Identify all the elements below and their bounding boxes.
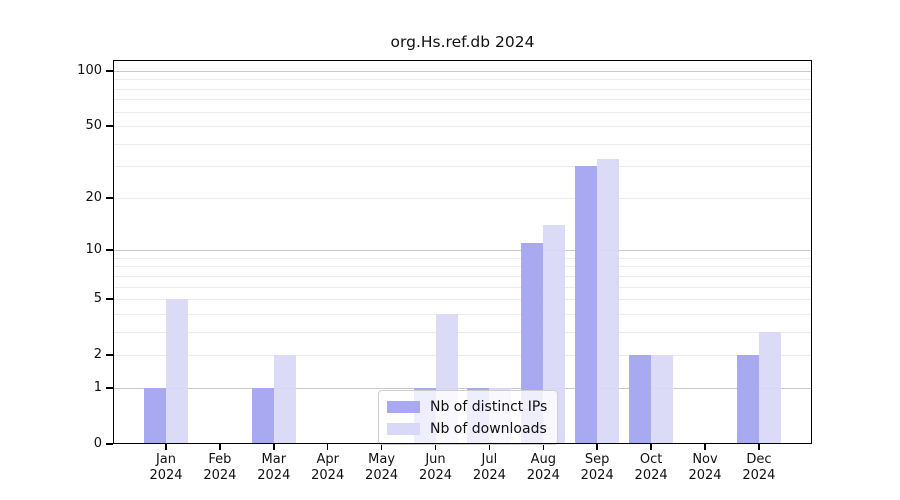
x-tick-label-month: Jul (481, 452, 498, 467)
gridline-minor (113, 313, 812, 315)
x-tick-label-month: Oct (639, 452, 663, 467)
x-tick-mark (273, 444, 275, 450)
legend-label: Nb of downloads (430, 420, 547, 437)
bar-ips-mar (251, 388, 274, 444)
y-tick-label: 100 (77, 63, 102, 78)
x-tick-label-month: Nov (692, 452, 718, 467)
legend-swatch-ips (387, 400, 420, 413)
x-tick-mark (758, 444, 760, 450)
gridline-minor (113, 111, 812, 113)
x-tick-label-month: May (368, 452, 396, 467)
gridline-minor (113, 257, 812, 259)
y-tick-label: 5 (93, 291, 102, 307)
x-tick-label-year: 2024 (580, 468, 614, 483)
x-tick-label-year: 2024 (311, 468, 345, 483)
y-tick-mark (106, 387, 113, 389)
gridline-minor (113, 126, 812, 128)
gridline-minor (113, 266, 812, 268)
x-tick-label-year: 2024 (688, 468, 722, 483)
x-tick-label-year: 2024 (418, 468, 453, 483)
y-tick-label: 0 (93, 436, 102, 451)
x-tick-label-month: Jun (425, 452, 446, 467)
gridline-minor (113, 197, 812, 199)
x-tick-label-year: 2024 (365, 468, 399, 483)
x-tick-label-year: 2024 (203, 468, 237, 483)
gridline-minor (113, 143, 812, 145)
x-tick-label-month: Jan (155, 452, 177, 467)
bar-downloads-jan (166, 299, 188, 444)
bar-downloads-aug (543, 225, 566, 444)
x-tick-mark (650, 444, 652, 450)
x-tick-label-year: 2024 (257, 468, 291, 483)
legend-entry-downloads: Nb of downloads (387, 419, 547, 438)
gridline-minor (113, 355, 812, 357)
y-tick-label: 10 (85, 242, 102, 258)
gridline-minor (113, 286, 812, 288)
gridline-minor (113, 88, 812, 90)
gridline-major (113, 71, 812, 72)
x-tick-label-year: 2024 (634, 468, 668, 483)
bar-ips-sep (575, 166, 598, 444)
gridline-minor (113, 275, 812, 277)
y-tick-mark (106, 443, 113, 445)
x-tick-label-month: Dec (746, 452, 772, 467)
gridline-minor (113, 166, 812, 168)
legend-swatch-downloads (387, 422, 420, 435)
x-tick-label-year: 2024 (742, 468, 776, 483)
y-tick-mark (106, 125, 113, 127)
x-tick-label-month: Apr (316, 452, 339, 467)
bar-downloads-sep (597, 159, 620, 444)
x-tick-mark (704, 444, 706, 450)
y-tick-mark (106, 249, 113, 251)
x-tick-mark (380, 444, 383, 450)
y-tick-mark (106, 197, 113, 199)
gridline-minor (113, 331, 812, 333)
x-tick-label-year: 2024 (149, 468, 183, 483)
gridline-minor (113, 99, 812, 101)
gridline-minor (113, 299, 812, 301)
legend: Nb of distinct IPs Nb of downloads (378, 390, 559, 445)
x-tick-mark (434, 444, 437, 450)
y-tick-label: 2 (93, 347, 102, 363)
x-tick-mark (542, 444, 545, 450)
x-tick-label-month: Feb (208, 452, 232, 467)
gridline-major (113, 250, 812, 252)
y-tick-mark (106, 70, 113, 72)
x-tick-mark (326, 444, 329, 450)
x-tick-label-month: Aug (530, 452, 556, 467)
plot-area: Nb of distinct IPs Nb of downloads (113, 60, 812, 445)
x-tick-label-month: Mar (261, 452, 287, 467)
bar-downloads-oct (651, 355, 674, 444)
y-tick-label: 1 (93, 380, 102, 395)
gridline-minor (113, 79, 812, 81)
y-tick-mark (106, 354, 113, 356)
x-tick-label-year: 2024 (526, 468, 560, 483)
legend-entry-ips: Nb of distinct IPs (387, 397, 547, 416)
gridline-major (113, 388, 812, 389)
y-tick-label: 20 (85, 189, 102, 205)
y-tick-label: 50 (85, 118, 102, 134)
chart-title: org.Hs.ref.db 2024 (390, 33, 535, 51)
x-tick-mark (596, 444, 598, 450)
x-tick-mark (488, 444, 491, 450)
x-tick-mark (219, 444, 221, 450)
legend-label: Nb of distinct IPs (430, 398, 548, 415)
bar-downloads-mar (273, 355, 296, 444)
y-tick-mark (106, 298, 113, 300)
bar-ips-dec (736, 355, 759, 444)
x-tick-label-month: Sep (584, 452, 610, 467)
x-tick-mark (165, 444, 167, 450)
bar-ips-oct (629, 355, 652, 444)
bar-downloads-dec (758, 331, 781, 444)
bar-ips-jan (144, 388, 166, 444)
x-tick-label-year: 2024 (472, 468, 506, 483)
